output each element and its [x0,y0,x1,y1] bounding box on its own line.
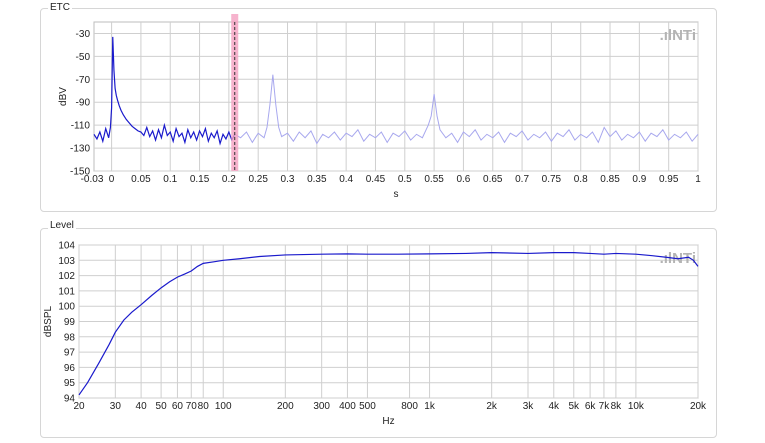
x-tick-label: 2k [486,401,498,412]
x-tick-label: 0.8 [574,174,588,185]
x-tick-label: 0.05 [131,174,151,185]
x-tick-label: 3k [523,401,535,412]
y-tick-label: 100 [58,302,75,313]
x-tick-label: 0.25 [248,174,268,185]
y-tick-label: 96 [64,363,76,374]
x-tick-label: 0.6 [456,174,470,185]
x-tick-label: 40 [136,401,148,412]
x-tick-label: 0.75 [542,174,562,185]
x-tick-label: 200 [277,401,294,412]
x-tick-label: 0.15 [190,174,210,185]
x-tick-label: 20 [73,401,85,412]
plot-area-0 [93,21,699,172]
x-tick-label: 300 [313,401,330,412]
nti-logo-0: .ılNTi [660,27,696,44]
x-tick-label: 60 [172,401,184,412]
y-tick-label: -150 [70,167,90,178]
x-tick-label: 0.4 [339,174,353,185]
y-tick-label: 101 [58,286,75,297]
x-tick-label: 0.65 [483,174,503,185]
x-tick-label: 1 [695,174,701,185]
y-tick-label: -90 [76,98,91,109]
y-tick-label: 103 [58,256,75,267]
x-tick-label: 400 [339,401,356,412]
x-tick-label: 70 [186,401,198,412]
x-tick-label: 80 [198,401,210,412]
x-tick-label: 1k [424,401,436,412]
x-tick-label: 30 [110,401,122,412]
y-tick-label: 102 [58,271,75,282]
x-tick-label: 5k [568,401,580,412]
x-tick-label: 0.85 [600,174,620,185]
x-tick-label: 0.55 [424,174,444,185]
x-axis-label-0: s [394,189,399,200]
y-tick-label: 95 [64,378,76,389]
x-tick-label: 20k [690,401,707,412]
x-tick-label: 0.1 [163,174,177,185]
etc-chart[interactable]: 0 0.05 0.1 0.15 0.2 0.25 0.3 0.35 0.4 0.45 0.5 0.55… [0,0,765,220]
y-tick-label: 104 [58,241,75,252]
y-axis-label-0: dBV [58,87,69,106]
x-tick-label: 0.7 [515,174,529,185]
x-tick-label: 50 [156,401,168,412]
series-line [78,252,699,396]
x-tick-label: 0.95 [659,174,679,185]
x-tick-label: 0.9 [632,174,646,185]
x-tick-label: 8k [611,401,623,412]
y-tick-label: -30 [76,29,91,40]
x-tick-label: 100 [215,401,232,412]
series-line-faded [234,74,699,145]
y-tick-label: 94 [64,394,76,405]
y-tick-label: -110 [71,121,91,132]
y-tick-label: 98 [64,332,76,343]
x-tick-label: 0.45 [366,174,386,185]
x-tick-label: 6k [585,401,597,412]
x-tick-label: 0.5 [398,174,412,185]
y-axis-label-1: dBSPL [43,305,54,337]
y-tick-label: -130 [70,144,90,155]
y-tick-label: 97 [64,348,76,359]
x-tick-label: 0.3 [281,174,295,185]
x-tick-label: 4k [548,401,560,412]
y-tick-label: -50 [76,52,91,63]
etc-chart-title: ETC [48,2,72,13]
y-tick-label: 99 [64,317,76,328]
series-line [93,36,236,146]
y-tick-label: -70 [76,75,91,86]
x-tick-label: 7k [599,401,611,412]
x-tick-label: 0.2 [222,174,236,185]
x-tick-label: 500 [359,401,376,412]
x-tick-label: 0 [109,174,115,185]
level-chart-title: Level [48,220,76,231]
x-tick-label-min: -0.03 [81,174,104,185]
x-tick-label: 800 [401,401,418,412]
x-tick-label: 10k [628,401,645,412]
x-axis-label-1: Hz [382,416,394,427]
x-tick-label: 0.35 [307,174,327,185]
